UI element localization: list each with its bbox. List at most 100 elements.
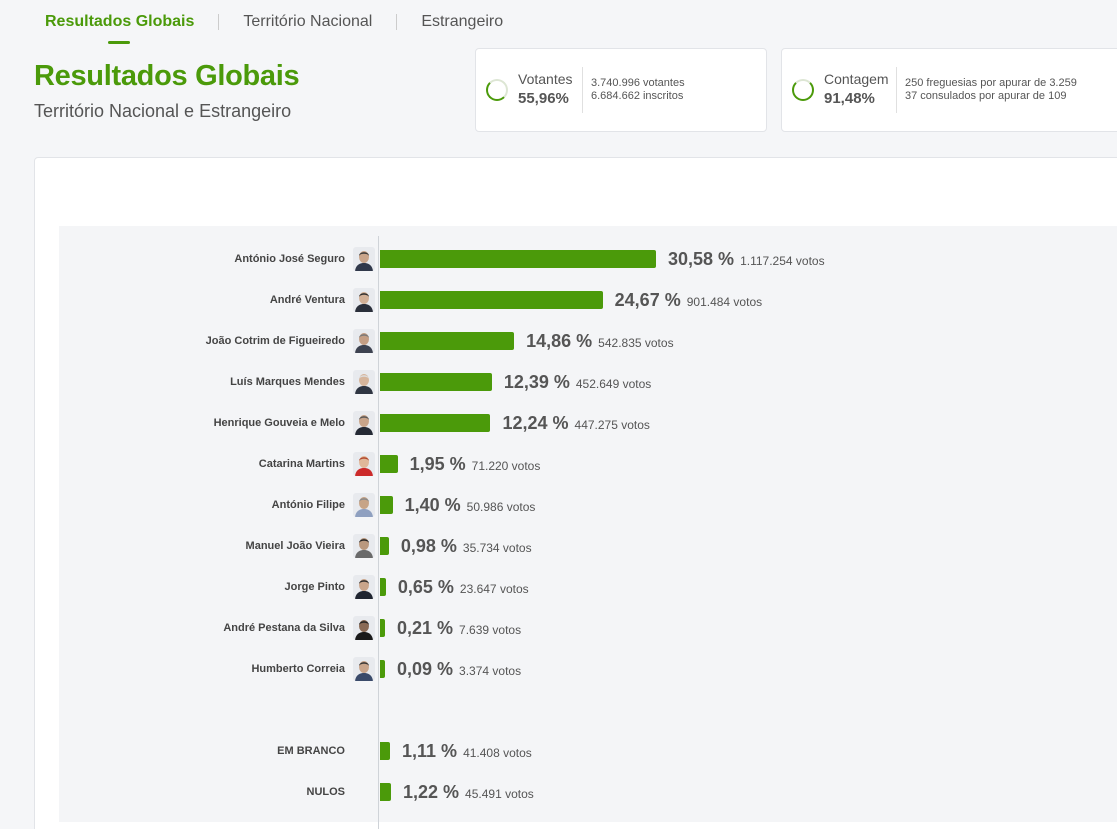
result-percentage: 1,95 % xyxy=(409,454,466,474)
result-bar xyxy=(380,414,491,432)
tab-separator xyxy=(218,14,220,30)
candidate-name: João Cotrim de Figueiredo xyxy=(205,335,345,347)
result-percentage: 1,11 % xyxy=(402,741,458,761)
candidate-row: Manuel João Vieira 0,98 % 35.734 votos xyxy=(0,533,1117,559)
result-values: 14,86 % 542.835 votos xyxy=(526,328,673,356)
result-bar xyxy=(380,619,385,637)
card-divider xyxy=(582,67,583,113)
result-percentage: 0,98 % xyxy=(400,536,457,556)
result-values: 12,39 % 452.649 votos xyxy=(504,369,651,397)
tab-separator xyxy=(396,14,398,30)
progress-ring-icon xyxy=(792,79,814,101)
result-votes: 901.484 votos xyxy=(686,295,763,309)
votantes-summary: Votantes 55,96% xyxy=(518,70,580,110)
result-values: 1,22 % 45.491 votos xyxy=(403,779,534,807)
other-votes-row: NULOS 1,22 % 45.491 votos xyxy=(0,779,1117,805)
result-bar xyxy=(380,496,393,514)
result-percentage: 12,39 % xyxy=(503,372,570,392)
result-bar xyxy=(380,660,385,678)
votantes-card: Votantes 55,96% 3.740.996 votantes 6.684… xyxy=(475,48,767,132)
result-votes: 1.117.254 votos xyxy=(740,254,825,268)
contagem-card: Contagem 91,48% 250 freguesias por apura… xyxy=(781,48,1117,132)
tab-resultados-globais[interactable]: Resultados Globais xyxy=(0,2,218,42)
result-values: 1,95 % 71.220 votos xyxy=(410,451,541,479)
candidate-name: Henrique Gouveia e Melo xyxy=(213,417,345,429)
other-votes-row: EM BRANCO 1,11 % 41.408 votos xyxy=(0,738,1117,764)
result-votes: 50.986 votos xyxy=(466,500,536,514)
candidate-name: Luís Marques Mendes xyxy=(230,376,345,388)
result-percentage: 0,65 % xyxy=(397,577,454,597)
candidate-name: Manuel João Vieira xyxy=(245,540,345,552)
candidate-name: Catarina Martins xyxy=(258,458,345,470)
candidate-photo xyxy=(353,329,375,353)
result-percentage: 1,40 % xyxy=(404,495,461,515)
candidate-row: André Pestana da Silva 0,21 % 7.639 votos xyxy=(0,615,1117,641)
results-chart xyxy=(59,226,1117,822)
candidate-photo xyxy=(353,411,375,435)
result-values: 1,11 % 41.408 votos xyxy=(402,738,532,766)
candidate-row: João Cotrim de Figueiredo 14,86 % 542.835 … xyxy=(0,328,1117,354)
contagem-summary: Contagem 91,48% xyxy=(824,70,894,110)
candidate-name: António José Seguro xyxy=(234,253,345,265)
candidate-row: Humberto Correia 0,09 % 3.374 votos xyxy=(0,656,1117,682)
card-divider xyxy=(896,67,897,113)
result-votes: 71.220 votos xyxy=(471,459,541,473)
result-bar xyxy=(380,332,515,350)
candidate-row: António José Seguro 30,58 % 1.117.254 voto… xyxy=(0,246,1117,272)
inscritos-count: 6.684.662 inscritos xyxy=(591,90,684,102)
votantes-details: 3.740.996 votantes 6.684.662 inscritos xyxy=(591,77,685,103)
result-values: 1,40 % 50.986 votos xyxy=(405,492,536,520)
tab-estrangeiro[interactable]: Estrangeiro xyxy=(421,13,504,30)
page-title: Resultados Globais xyxy=(34,60,300,92)
candidate-row: André Ventura 24,67 % 901.484 votos xyxy=(0,287,1117,313)
result-votes: 45.491 votos xyxy=(465,787,534,801)
result-bar xyxy=(380,291,603,309)
result-percentage: 30,58 % xyxy=(668,249,735,269)
result-votes: 7.639 votos xyxy=(459,623,522,637)
result-bar xyxy=(380,455,398,473)
tab-bar: Resultados Globais Território Nacional E… xyxy=(0,0,527,44)
result-bar xyxy=(380,537,389,555)
result-bar xyxy=(380,250,656,268)
consulados-remaining: 37 consulados por apurar de 109 xyxy=(905,90,1067,102)
votantes-label: Votantes xyxy=(518,71,573,87)
candidate-name: NULOS xyxy=(306,786,346,798)
candidate-name: Humberto Correia xyxy=(251,663,345,675)
result-votes: 447.275 votos xyxy=(574,418,650,432)
candidate-photo xyxy=(353,452,375,476)
tab-territorio-nacional[interactable]: Território Nacional xyxy=(243,13,373,30)
candidate-row: Jorge Pinto 0,65 % 23.647 votos xyxy=(0,574,1117,600)
candidate-photo xyxy=(353,247,375,271)
candidate-photo xyxy=(353,534,375,558)
candidate-row: Luís Marques Mendes 12,39 % 452.649 votos xyxy=(0,369,1117,395)
candidate-photo xyxy=(353,616,375,640)
contagem-details: 250 freguesias por apurar de 3.259 37 co… xyxy=(905,77,1077,103)
result-percentage: 1,22 % xyxy=(403,782,460,802)
result-votes: 542.835 votos xyxy=(598,336,674,350)
candidate-row: Catarina Martins 1,95 % 71.220 votos xyxy=(0,451,1117,477)
candidate-name: António Filipe xyxy=(271,499,345,511)
candidate-photo xyxy=(353,575,375,599)
candidate-photo xyxy=(353,370,375,394)
chart-axis xyxy=(378,236,379,829)
votantes-percentage: 55,96% xyxy=(518,90,569,107)
candidate-photo xyxy=(353,288,375,312)
result-values: 0,09 % 3.374 votos xyxy=(397,656,521,684)
result-values: 24,67 % 901.484 votos xyxy=(615,287,762,315)
result-votes: 41.408 votos xyxy=(463,746,532,760)
result-percentage: 0,21 % xyxy=(397,618,454,638)
candidate-name: EM BRANCO xyxy=(277,745,345,757)
progress-ring-icon xyxy=(486,79,508,101)
result-values: 12,24 % 447.275 votos xyxy=(502,410,649,438)
result-values: 0,65 % 23.647 votos xyxy=(398,574,529,602)
candidate-photo xyxy=(353,657,375,681)
candidate-name: André Pestana da Silva xyxy=(223,622,345,634)
votantes-count: 3.740.996 votantes xyxy=(591,77,685,89)
candidate-row: António Filipe 1,40 % 50.986 votos xyxy=(0,492,1117,518)
result-votes: 452.649 votos xyxy=(575,377,652,391)
freguesias-remaining: 250 freguesias por apurar de 3.259 xyxy=(905,77,1077,89)
result-values: 0,21 % 7.639 votos xyxy=(397,615,521,643)
result-bar xyxy=(380,783,391,801)
result-bar xyxy=(380,373,492,391)
result-bar xyxy=(380,578,386,596)
